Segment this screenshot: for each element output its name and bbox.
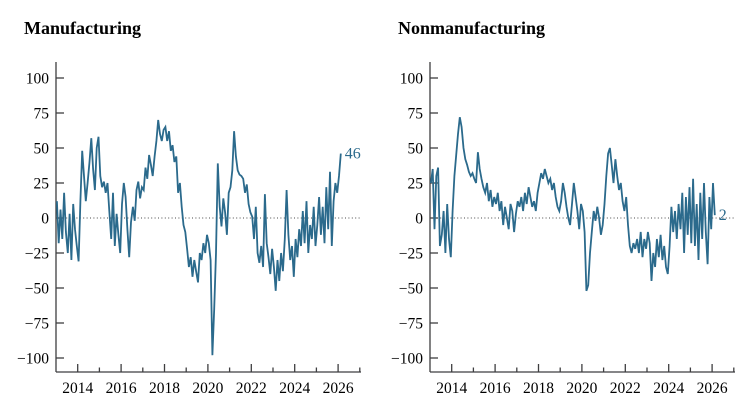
manufacturing-chart: 100 75 50 25 0 −25 −50 −75 −100 2014 2016 2018 2020 2…: [17, 62, 361, 397]
x-tick-label: 2026: [323, 380, 354, 397]
y-tick-label: 50: [408, 140, 424, 157]
manufacturing-chart-title: Manufacturing: [24, 18, 141, 38]
x-tick-label: 2016: [480, 380, 511, 397]
y-tick-label: 100: [26, 70, 50, 87]
y-tick-label: −50: [25, 280, 49, 297]
y-tick-label: −100: [17, 350, 49, 367]
series-end-label: 2: [719, 207, 727, 224]
x-tick-label: 2014: [62, 380, 93, 397]
x-tick-label: 2024: [653, 380, 684, 397]
y-tick-label: 50: [34, 140, 50, 157]
y-tick-label: 0: [415, 210, 423, 227]
series-end-label: 46: [345, 146, 361, 163]
x-tick-label: 2020: [192, 380, 223, 397]
y-tick-label: 25: [34, 175, 50, 192]
y-tick-label: 25: [408, 175, 424, 192]
nonmanufacturing-chart-title: Nonmanufacturing: [398, 18, 546, 38]
x-tick-label: 2022: [610, 380, 641, 397]
nonmanufacturing-chart: 100 75 50 25 0 −25 −50 −75 −100 2014 2016 2018 2020 2…: [391, 62, 735, 397]
y-tick-label: 100: [400, 70, 424, 87]
x-tick-label: 2024: [279, 380, 310, 397]
x-tick-label: 2014: [436, 380, 467, 397]
x-tick-label: 2018: [149, 380, 180, 397]
x-tick-label: 2016: [106, 380, 137, 397]
x-tick-label: 2020: [566, 380, 597, 397]
x-tick-label: 2018: [523, 380, 554, 397]
y-tick-label: −50: [399, 280, 423, 297]
y-tick-label: −75: [25, 315, 49, 332]
y-tick-label: 75: [34, 105, 50, 122]
y-tick-label: −25: [25, 245, 49, 262]
series-line: [56, 119, 342, 356]
y-tick-label: 75: [408, 105, 424, 122]
manufacturing-panel: Manufacturing 100 75 50 25 0 −25 −50 −75 −100 201…: [0, 0, 373, 420]
x-tick-label: 2022: [236, 380, 267, 397]
y-tick-label: −100: [391, 350, 423, 367]
nonmanufacturing-panel: Nonmanufacturing 100 75 50 25 0 −25 −50 −75 −100…: [374, 0, 747, 420]
x-tick-label: 2026: [697, 380, 728, 397]
y-tick-label: −25: [399, 245, 423, 262]
y-tick-label: −75: [399, 315, 423, 332]
y-tick-label: 0: [41, 210, 49, 227]
series-line: [430, 117, 716, 292]
